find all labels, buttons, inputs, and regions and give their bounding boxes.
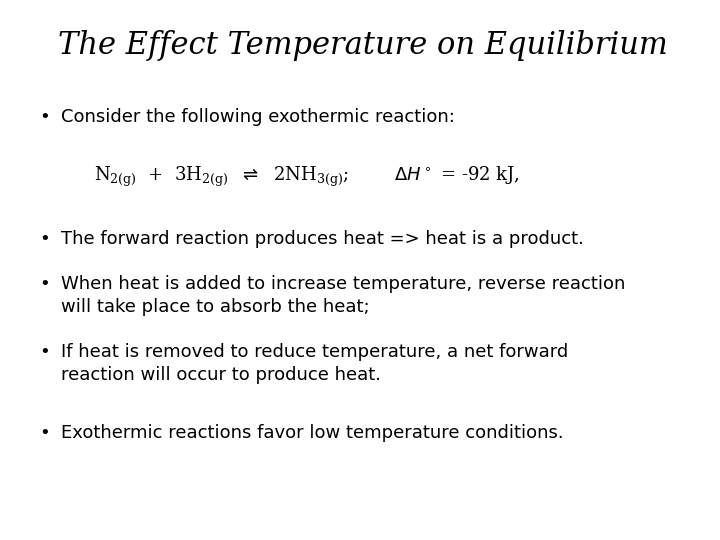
- Text: •: •: [40, 275, 50, 293]
- Text: •: •: [40, 108, 50, 126]
- Text: $\mathregular{N_{2(g)}}$  +  $\mathregular{3H_{2(g)}}$  $\rightleftharpoons$  $\: $\mathregular{N_{2(g)}}$ + $\mathregular…: [94, 165, 519, 189]
- Text: •: •: [40, 343, 50, 361]
- Text: When heat is added to increase temperature, reverse reaction
will take place to : When heat is added to increase temperatu…: [61, 275, 626, 316]
- Text: Consider the following exothermic reaction:: Consider the following exothermic reacti…: [61, 108, 455, 126]
- Text: Exothermic reactions favor low temperature conditions.: Exothermic reactions favor low temperatu…: [61, 424, 564, 442]
- Text: The forward reaction produces heat => heat is a product.: The forward reaction produces heat => he…: [61, 230, 584, 247]
- Text: The Effect Temperature on Equilibrium: The Effect Temperature on Equilibrium: [58, 30, 667, 60]
- Text: •: •: [40, 230, 50, 247]
- Text: If heat is removed to reduce temperature, a net forward
reaction will occur to p: If heat is removed to reduce temperature…: [61, 343, 569, 384]
- Text: •: •: [40, 424, 50, 442]
